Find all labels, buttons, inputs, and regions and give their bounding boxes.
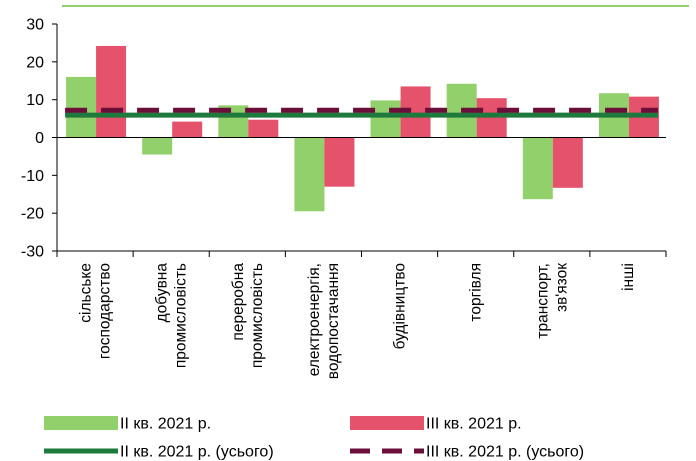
bar-series2-cat3 — [248, 119, 279, 138]
legend-swatch-bar — [350, 416, 424, 430]
y-tick-label: 20 — [26, 54, 44, 71]
x-category-label: добувна — [154, 263, 171, 323]
y-tick-label: -10 — [21, 168, 44, 185]
y-tick-label: -30 — [21, 244, 44, 261]
x-category-label: сільське — [78, 263, 95, 323]
bars — [66, 45, 659, 212]
legend-label: ІІІ кв. 2021 р. — [426, 416, 522, 433]
x-category-label: інші — [620, 263, 637, 291]
x-category-label: транспорт, — [534, 263, 551, 339]
x-category-label: водопостачання — [325, 263, 342, 379]
y-tick-label: 30 — [26, 17, 44, 34]
bar-series2-cat7 — [552, 137, 583, 188]
bar-series1-cat7 — [522, 137, 553, 200]
y-tick-label: -20 — [21, 206, 44, 223]
x-category-label: промисловість — [173, 263, 190, 368]
x-category-label: господарство — [97, 263, 114, 359]
legend-swatch-bar — [44, 416, 118, 430]
bar-series2-cat1 — [96, 45, 127, 138]
bar-series1-cat5 — [370, 100, 401, 138]
x-axis: сільське господарство добувна промисловість… — [56, 137, 667, 379]
x-category-label: промисловість — [249, 263, 266, 368]
bar-series1-cat2 — [142, 137, 173, 155]
reference-lines — [65, 107, 658, 118]
x-category-label: будівництво — [392, 263, 409, 349]
bar-series2-cat6 — [476, 98, 507, 138]
x-category-label: торгівля — [468, 263, 485, 322]
legend-label: ІІІ кв. 2021 р. (усього) — [426, 444, 584, 461]
y-tick-label: 0 — [35, 130, 44, 147]
y-axis: 30 20 10 0 -10 -20 -30 — [21, 17, 58, 261]
x-category-label: переробна — [230, 263, 247, 341]
bar-series2-cat2 — [172, 121, 203, 138]
legend-label: ІІ кв. 2021 р. — [120, 416, 211, 433]
bar-series2-cat4 — [324, 137, 355, 187]
legend: ІІ кв. 2021 р. ІІІ кв. 2021 р. ІІ кв. 2021… — [44, 416, 584, 461]
bar-series1-cat1 — [66, 76, 97, 138]
bar-series1-cat4 — [294, 137, 325, 212]
y-tick-label: 10 — [26, 92, 44, 109]
x-category-label: електроенергія, — [306, 263, 323, 376]
x-category-label: зв'язок — [553, 263, 570, 312]
legend-label: ІІ кв. 2021 р. (усього) — [120, 444, 274, 461]
